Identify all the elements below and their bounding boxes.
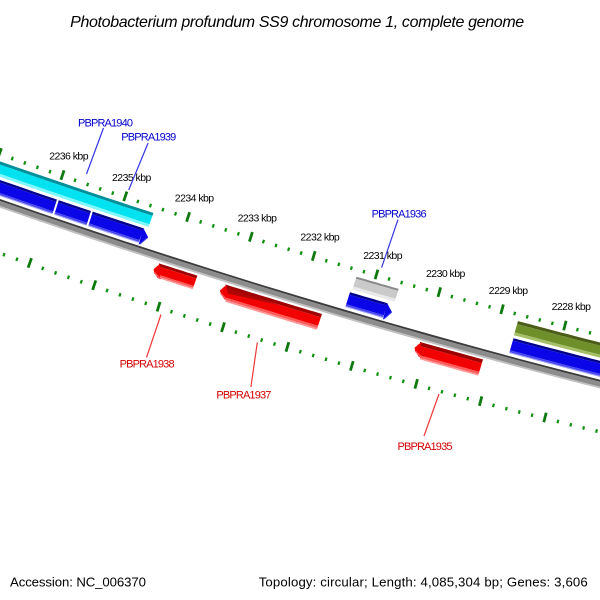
svg-text:PBPRA1935: PBPRA1935 bbox=[398, 441, 453, 453]
svg-text:PBPRA1938: PBPRA1938 bbox=[120, 359, 175, 371]
svg-text:PBPRA1937: PBPRA1937 bbox=[216, 390, 271, 402]
svg-text:2233 kbp: 2233 kbp bbox=[238, 213, 278, 225]
svg-text:PBPRA1940: PBPRA1940 bbox=[78, 118, 133, 130]
svg-text:Photobacterium profundum SS9 c: Photobacterium profundum SS9 chromosome … bbox=[70, 14, 524, 31]
svg-text:2231 kbp: 2231 kbp bbox=[363, 250, 403, 262]
svg-text:2236 kbp: 2236 kbp bbox=[49, 151, 89, 163]
svg-text:2234 kbp: 2234 kbp bbox=[175, 193, 215, 205]
svg-text:Accession: NC_006370: Accession: NC_006370 bbox=[10, 575, 146, 590]
svg-text:2230 kbp: 2230 kbp bbox=[426, 268, 466, 280]
svg-text:Topology: circular; Length: 4,: Topology: circular; Length: 4,085,304 bp… bbox=[259, 575, 588, 590]
svg-text:2229 kbp: 2229 kbp bbox=[489, 285, 529, 297]
svg-text:PBPRA1939: PBPRA1939 bbox=[121, 131, 176, 143]
svg-text:2235 kbp: 2235 kbp bbox=[112, 172, 152, 184]
svg-text:2228 kbp: 2228 kbp bbox=[552, 301, 592, 313]
svg-text:2232 kbp: 2232 kbp bbox=[300, 232, 340, 244]
svg-text:PBPRA1936: PBPRA1936 bbox=[372, 209, 427, 221]
